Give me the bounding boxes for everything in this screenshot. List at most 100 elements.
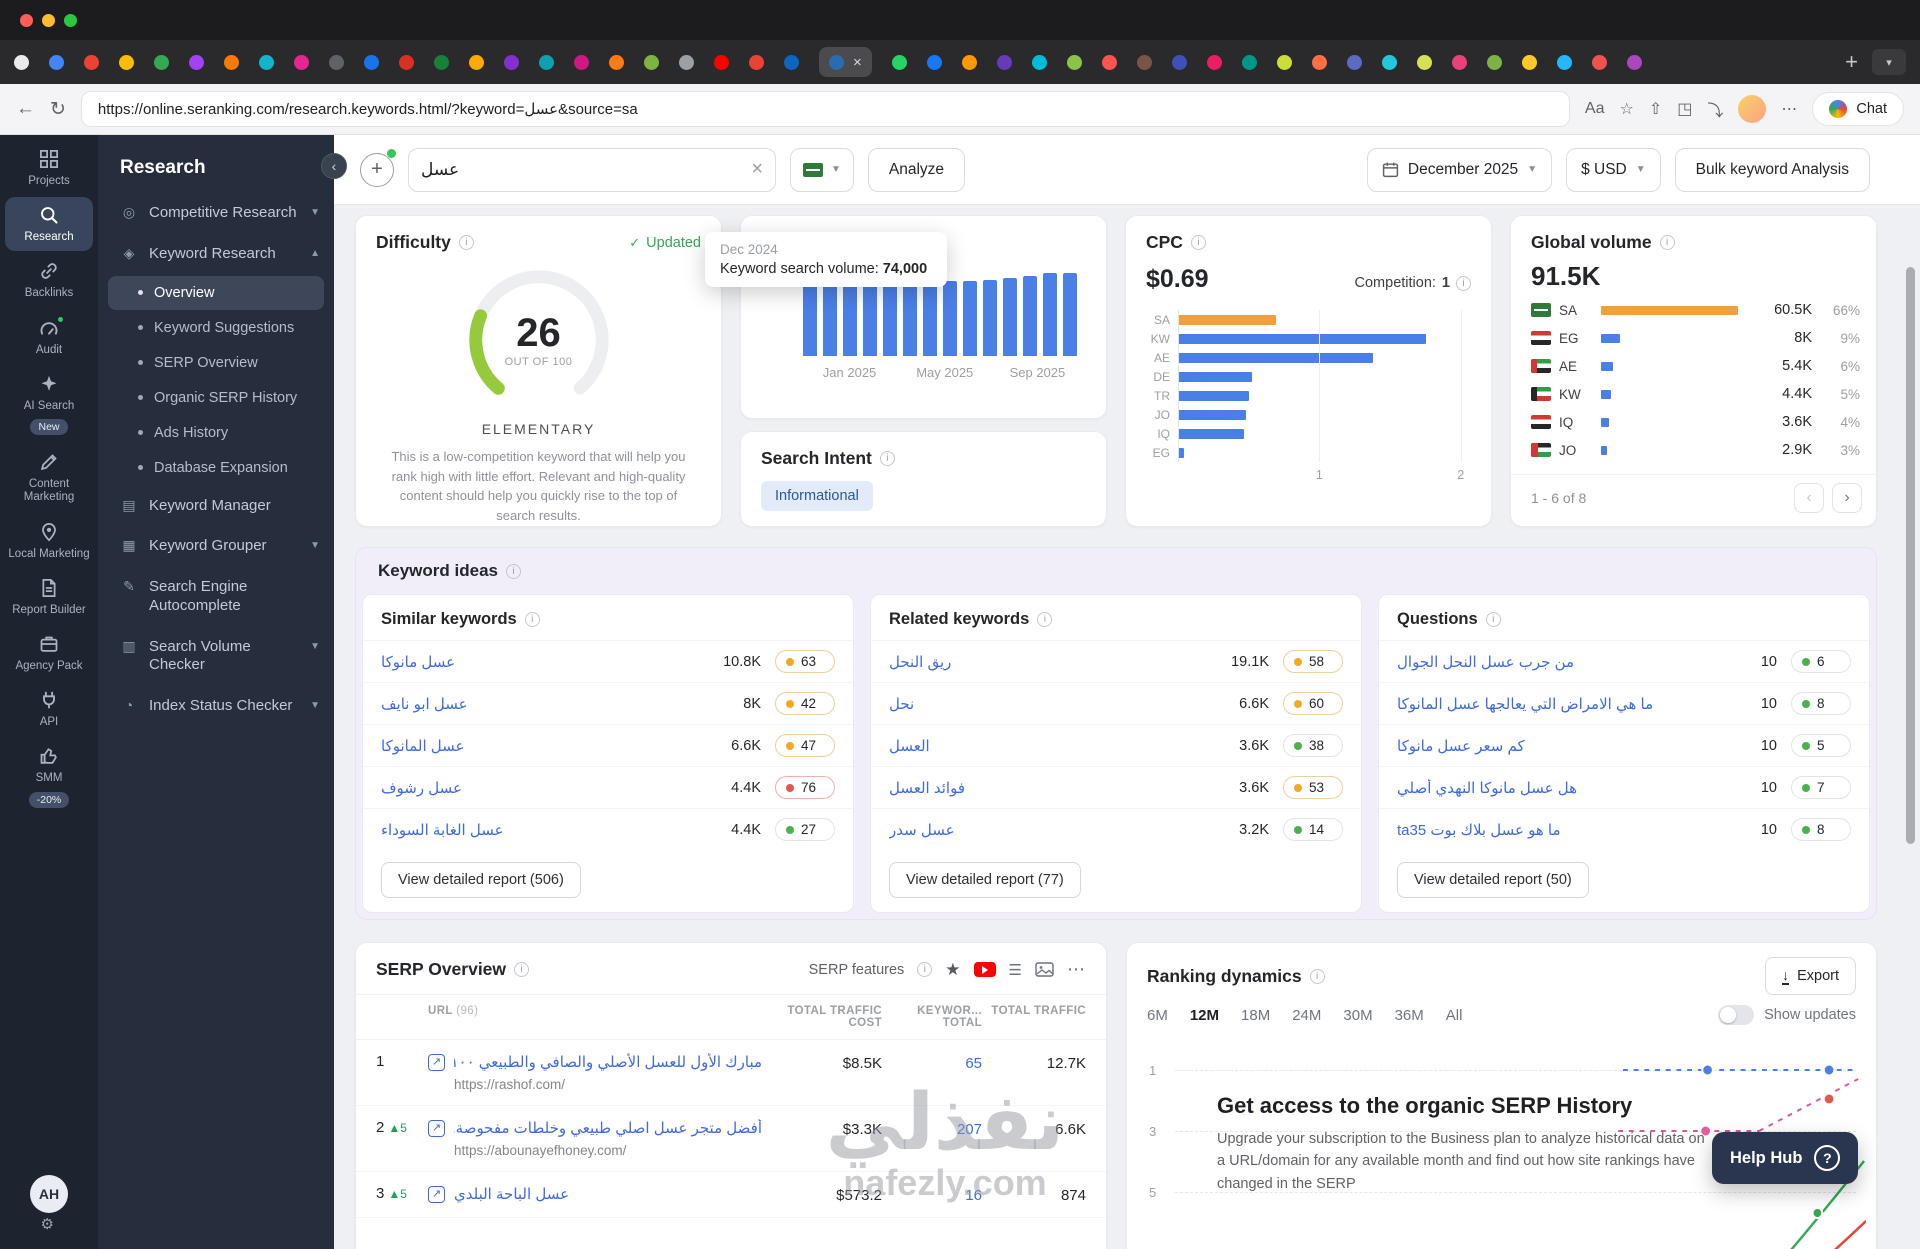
image-feature-icon[interactable] xyxy=(1035,962,1054,977)
sidebar-item-keyword-manager[interactable]: ▤ Keyword Manager xyxy=(98,486,334,527)
sidebar-item-keyword-research[interactable]: ◈ Keyword Research ▲ xyxy=(98,234,334,275)
volume-bar[interactable] xyxy=(843,276,857,356)
rail-item-report-builder[interactable]: Report Builder xyxy=(5,570,93,624)
external-link-icon[interactable]: ↗ xyxy=(428,1119,445,1137)
list-feature-icon[interactable]: ☰ xyxy=(1008,961,1022,979)
range-tab-18m[interactable]: 18M xyxy=(1241,1006,1271,1024)
more-features-icon[interactable]: ⋯ xyxy=(1067,959,1086,979)
result-title-link[interactable]: مبارك الأول للعسل الأصلي والصافي والطبيع… xyxy=(454,1054,762,1071)
prev-page-button[interactable]: ‹ xyxy=(1794,483,1824,513)
volume-bar[interactable] xyxy=(823,273,837,356)
browser-tab[interactable] xyxy=(961,54,977,70)
info-icon[interactable]: i xyxy=(458,235,474,250)
keyword-link[interactable]: عسل الغابة السوداء xyxy=(381,821,504,839)
keyword-link[interactable]: عسل رشوف xyxy=(381,779,462,797)
browser-tab[interactable] xyxy=(609,54,624,70)
downloads-icon[interactable]: ⤵ xyxy=(1707,103,1724,120)
cpc-bar[interactable] xyxy=(1178,409,1246,420)
browser-tab[interactable] xyxy=(294,54,309,70)
sidebar-item-competitive-research[interactable]: ◎ Competitive Research ▼ xyxy=(98,193,334,234)
info-icon[interactable]: i xyxy=(1309,968,1325,984)
date-picker[interactable]: December 2025 ▼ xyxy=(1366,147,1553,192)
rail-item-agency-pack[interactable]: Agency Pack xyxy=(5,626,93,680)
rail-item-content-marketing[interactable]: Content Marketing xyxy=(5,444,93,511)
volume-bar[interactable] xyxy=(943,281,957,356)
browser-tab[interactable] xyxy=(891,54,907,70)
volume-bar[interactable] xyxy=(903,281,917,356)
external-link-icon[interactable]: ↗ xyxy=(428,1053,445,1071)
next-page-button[interactable]: › xyxy=(1832,483,1862,513)
browser-tab[interactable] xyxy=(679,54,694,70)
collapse-sidebar-button[interactable]: ‹ xyxy=(321,153,347,179)
browser-tab[interactable] xyxy=(504,54,519,70)
cpc-bar[interactable] xyxy=(1178,371,1252,382)
range-tab-30m[interactable]: 30M xyxy=(1343,1006,1373,1024)
cpc-bar[interactable] xyxy=(1178,352,1374,363)
profile-avatar[interactable] xyxy=(1738,95,1767,123)
keyword-link[interactable]: فوائد العسل xyxy=(889,779,966,797)
share-icon[interactable]: ⇧ xyxy=(1648,101,1663,118)
info-icon[interactable]: i xyxy=(506,563,521,579)
browser-tab[interactable] xyxy=(1031,54,1047,70)
browser-tab[interactable] xyxy=(189,54,204,70)
range-tab-24m[interactable]: 24M xyxy=(1292,1006,1322,1024)
keyword-link[interactable]: نحل xyxy=(889,695,915,713)
browser-tab[interactable] xyxy=(1381,54,1397,70)
clear-input-icon[interactable]: × xyxy=(751,158,763,180)
browser-tab[interactable] xyxy=(926,54,942,70)
help-hub-button[interactable]: Help Hub ? xyxy=(1712,1132,1859,1184)
rail-item-audit[interactable]: Audit xyxy=(5,310,93,364)
reload-button[interactable]: ↻ xyxy=(50,98,66,120)
browser-tab[interactable] xyxy=(84,54,99,70)
keywords-total-link[interactable]: 65 xyxy=(965,1055,982,1072)
browser-tab[interactable] xyxy=(574,54,589,70)
browser-tab[interactable] xyxy=(259,54,274,70)
export-button[interactable]: ↓ Export xyxy=(1765,957,1856,995)
sidebar-subitem-ads-history[interactable]: Ads History xyxy=(108,416,324,450)
volume-bar[interactable] xyxy=(963,281,977,356)
view-detailed-report-button[interactable]: View detailed report (506) xyxy=(381,862,581,898)
fullscreen-window-button[interactable] xyxy=(64,13,77,27)
browser-tab[interactable] xyxy=(329,54,344,70)
browser-tab[interactable] xyxy=(539,54,554,70)
browser-tab[interactable] xyxy=(1206,54,1222,70)
keyword-link[interactable]: عسل ابو نايف xyxy=(381,695,468,713)
range-tab-all[interactable]: All xyxy=(1445,1006,1463,1024)
keyword-link[interactable]: ما هي الامراض التي يعالجها عسل المانوكا xyxy=(1397,695,1654,713)
close-tab-icon[interactable]: × xyxy=(853,53,862,71)
browser-tab[interactable] xyxy=(1416,54,1432,70)
rail-item-api[interactable]: API xyxy=(5,682,93,736)
settings-gear-icon[interactable]: ⚙ xyxy=(40,1216,54,1233)
keyword-link[interactable]: ما هو عسل بلاك بوت ta35 xyxy=(1397,821,1561,839)
keyword-input[interactable] xyxy=(421,159,752,180)
volume-bar[interactable] xyxy=(983,280,997,356)
tab-list-button[interactable]: ▾ xyxy=(1872,49,1906,75)
browser-tab[interactable] xyxy=(714,54,729,70)
browser-tab[interactable] xyxy=(469,54,484,70)
result-title-link[interactable]: أفضل متجر عسل اصلي طبيعي وخلطات مفحوصة..… xyxy=(454,1120,762,1137)
rail-item-ai-search[interactable]: AI Search New xyxy=(5,366,93,442)
sidebar-subitem-keyword-suggestions[interactable]: Keyword Suggestions xyxy=(108,311,324,345)
browser-tab[interactable] xyxy=(1451,54,1467,70)
browser-tab[interactable] xyxy=(1556,54,1572,70)
browser-tab[interactable] xyxy=(1591,54,1607,70)
chat-button[interactable]: Chat xyxy=(1812,92,1904,126)
browser-tab[interactable] xyxy=(1136,54,1152,70)
info-icon[interactable]: i xyxy=(1037,612,1053,627)
browser-tab[interactable] xyxy=(1486,54,1502,70)
bookmark-star-icon[interactable]: ☆ xyxy=(1619,101,1634,118)
region-select[interactable]: ▼ xyxy=(790,147,854,192)
browser-tab[interactable] xyxy=(1066,54,1082,70)
currency-select[interactable]: $ USD ▼ xyxy=(1566,147,1661,192)
volume-bar[interactable] xyxy=(923,282,937,356)
analyze-button[interactable]: Analyze xyxy=(867,147,966,192)
add-keyword-button[interactable]: + xyxy=(360,148,396,187)
browser-tab[interactable] xyxy=(154,54,169,70)
browser-tab[interactable] xyxy=(1101,54,1117,70)
browser-tab[interactable] xyxy=(784,54,799,70)
browser-tab[interactable] xyxy=(434,54,449,70)
sidebar-item-keyword-grouper[interactable]: ▦ Keyword Grouper ▼ xyxy=(98,526,334,567)
keyword-link[interactable]: عسل سدر xyxy=(889,821,955,839)
browser-tab[interactable] xyxy=(1241,54,1257,70)
sidebar-subitem-organic-serp-history[interactable]: Organic SERP History xyxy=(108,381,324,415)
